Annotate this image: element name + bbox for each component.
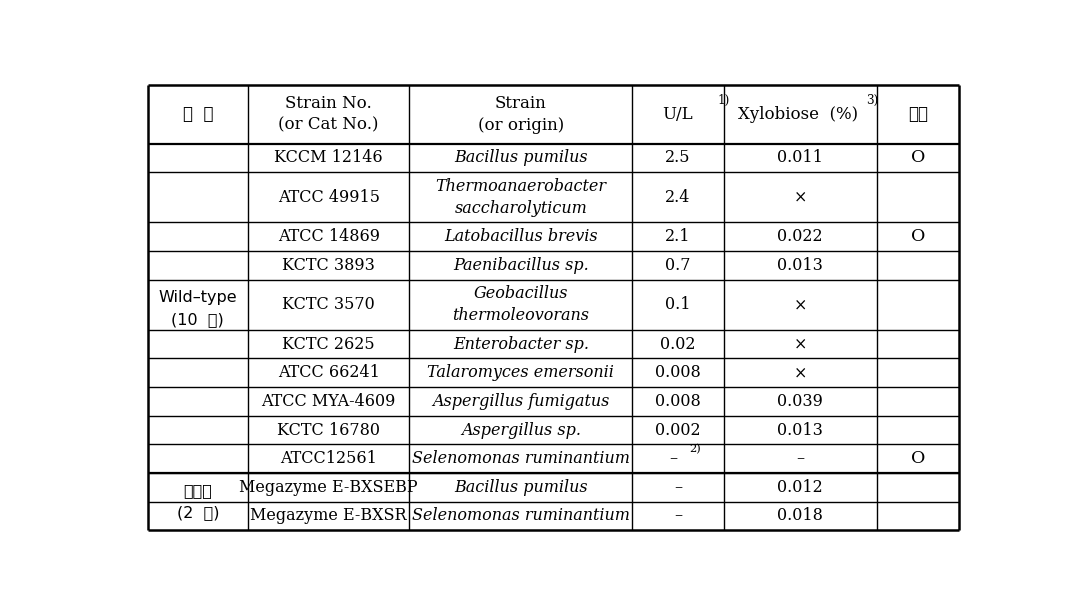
Text: 0.002: 0.002 xyxy=(656,421,701,438)
Text: U/L: U/L xyxy=(663,106,693,122)
Text: –: – xyxy=(674,507,681,524)
Text: ×: × xyxy=(794,364,807,381)
Text: 0.7: 0.7 xyxy=(665,257,690,274)
Text: ATCC12561: ATCC12561 xyxy=(281,450,377,467)
Text: ATCC 66241: ATCC 66241 xyxy=(278,364,380,381)
Text: ATCC 49915: ATCC 49915 xyxy=(278,189,380,206)
Text: O: O xyxy=(910,450,926,467)
Text: 0.039: 0.039 xyxy=(778,393,823,410)
Text: Megazyme E-BXSR: Megazyme E-BXSR xyxy=(251,507,407,524)
Text: 0.011: 0.011 xyxy=(778,149,823,166)
Text: 0.008: 0.008 xyxy=(656,393,701,410)
Text: 1): 1) xyxy=(717,94,729,107)
Text: Talaromyces emersonii: Talaromyces emersonii xyxy=(428,364,615,381)
Text: ATCC MYA-4609: ATCC MYA-4609 xyxy=(261,393,396,410)
Text: KCTC 16780: KCTC 16780 xyxy=(278,421,380,438)
Text: –: – xyxy=(796,450,805,467)
Text: 시약급
(2  종): 시약급 (2 종) xyxy=(176,483,219,520)
Text: Paenibacillus sp.: Paenibacillus sp. xyxy=(453,257,589,274)
Text: Xylobiose  (%): Xylobiose (%) xyxy=(738,106,858,122)
Text: –: – xyxy=(670,450,678,467)
Text: Aspergillus fumigatus: Aspergillus fumigatus xyxy=(432,393,609,410)
Text: ×: × xyxy=(794,296,807,313)
Text: 3): 3) xyxy=(866,94,879,107)
Text: Bacillus pumilus: Bacillus pumilus xyxy=(454,149,588,166)
Text: 2.1: 2.1 xyxy=(665,228,690,245)
Text: 0.013: 0.013 xyxy=(778,421,823,438)
Text: KCTC 2625: KCTC 2625 xyxy=(282,336,375,353)
Text: Enterobacter sp.: Enterobacter sp. xyxy=(453,336,589,353)
Text: 0.018: 0.018 xyxy=(778,507,823,524)
Text: 0.008: 0.008 xyxy=(656,364,701,381)
Text: 선정: 선정 xyxy=(908,105,928,123)
Text: –: – xyxy=(674,479,681,496)
Text: Wild–type
(10  종): Wild–type (10 종) xyxy=(159,290,238,327)
Text: 0.022: 0.022 xyxy=(778,228,823,245)
Text: 2): 2) xyxy=(689,444,701,454)
Text: 0.1: 0.1 xyxy=(665,296,690,313)
Text: 2.4: 2.4 xyxy=(665,189,690,206)
Text: Thermoanaerobacter
saccharolyticum: Thermoanaerobacter saccharolyticum xyxy=(435,178,606,217)
Text: O: O xyxy=(910,149,926,166)
Text: O: O xyxy=(910,228,926,245)
Text: ATCC 14869: ATCC 14869 xyxy=(278,228,380,245)
Text: Selenomonas ruminantium: Selenomonas ruminantium xyxy=(411,450,630,467)
Text: 구  분: 구 분 xyxy=(183,105,213,123)
Text: Selenomonas ruminantium: Selenomonas ruminantium xyxy=(411,507,630,524)
Text: Aspergillus sp.: Aspergillus sp. xyxy=(461,421,581,438)
Text: Bacillus pumilus: Bacillus pumilus xyxy=(454,479,588,496)
Text: 0.012: 0.012 xyxy=(778,479,823,496)
Text: Geobacillus
thermoleovorans: Geobacillus thermoleovorans xyxy=(453,286,590,324)
Text: ×: × xyxy=(794,336,807,353)
Text: 0.013: 0.013 xyxy=(778,257,823,274)
Text: KCTC 3893: KCTC 3893 xyxy=(282,257,375,274)
Text: 2.5: 2.5 xyxy=(665,149,690,166)
Text: Strain
(or origin): Strain (or origin) xyxy=(477,94,564,134)
Text: 0.02: 0.02 xyxy=(660,336,696,353)
Text: KCCM 12146: KCCM 12146 xyxy=(274,149,383,166)
Text: Latobacillus brevis: Latobacillus brevis xyxy=(444,228,597,245)
Text: Megazyme E-BXSEBP: Megazyme E-BXSEBP xyxy=(240,479,418,496)
Text: Strain No.
(or Cat No.): Strain No. (or Cat No.) xyxy=(279,94,379,134)
Text: ×: × xyxy=(794,189,807,206)
Text: KCTC 3570: KCTC 3570 xyxy=(282,296,375,313)
